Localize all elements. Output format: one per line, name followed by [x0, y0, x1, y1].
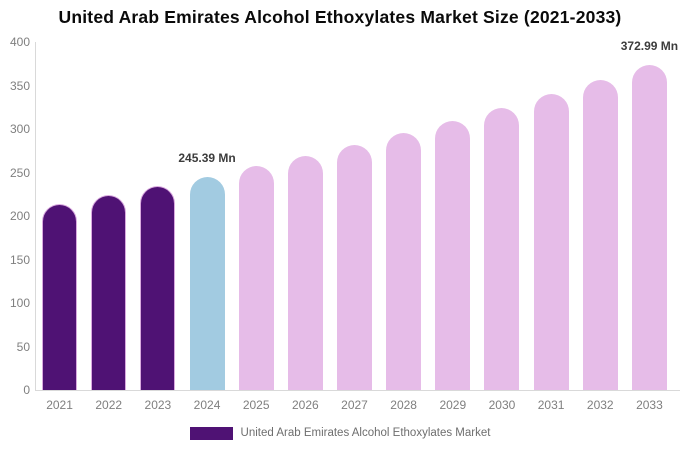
y-axis-label: 250: [9, 165, 30, 180]
x-axis-label: 2023: [144, 398, 172, 412]
bar-value-label-2033: 372.99 Mn: [620, 39, 679, 54]
y-axis-label: 200: [9, 209, 30, 223]
bar-value-label-2024: 245.39 Mn: [178, 150, 236, 165]
bar-2025[interactable]: [238, 166, 274, 390]
y-axis-label: 50: [16, 339, 30, 354]
y-axis-label: 400: [9, 35, 30, 49]
bar-2022[interactable]: [91, 195, 127, 390]
bar-2027[interactable]: [337, 144, 372, 390]
x-axis-label: 2032: [586, 398, 614, 412]
chart-title: United Arab Emirates Alcohol Ethoxylates…: [58, 7, 622, 27]
x-axis-label: 2021: [46, 398, 73, 412]
bar-2023[interactable]: [140, 186, 176, 390]
bar-2021[interactable]: [42, 204, 78, 390]
x-axis-label: 2025: [242, 398, 270, 412]
y-axis-label: 300: [9, 122, 30, 136]
legend-swatch: [189, 426, 233, 440]
bar-2024[interactable]: [189, 176, 225, 390]
bar-2029[interactable]: [435, 120, 471, 390]
x-axis-line: [35, 390, 680, 391]
y-axis-label: 350: [9, 78, 30, 93]
x-axis-label: 2030: [488, 398, 516, 412]
legend-label: United Arab Emirates Alcohol Ethoxylates…: [240, 427, 491, 439]
y-axis-line: [35, 42, 36, 390]
x-axis-label: 2027: [341, 398, 368, 412]
y-axis-label: 150: [9, 252, 30, 267]
bar-2028[interactable]: [386, 132, 422, 390]
x-axis-label: 2031: [537, 398, 565, 412]
bar-2030[interactable]: [484, 107, 520, 390]
x-axis-label: 2022: [95, 398, 123, 412]
y-axis-label: 100: [9, 296, 30, 310]
legend-item[interactable]: United Arab Emirates Alcohol Ethoxylates…: [189, 426, 491, 440]
y-axis-label: 0: [23, 383, 30, 397]
bar-2033[interactable]: [631, 65, 667, 390]
x-axis-label: 2024: [193, 398, 221, 412]
legend: United Arab Emirates Alcohol Ethoxylates…: [0, 426, 680, 440]
bar-2026[interactable]: [287, 155, 323, 390]
x-axis-label: 2028: [390, 398, 417, 412]
bar-2032[interactable]: [582, 80, 618, 390]
bar-2031[interactable]: [533, 94, 569, 390]
x-axis-label: 2026: [291, 398, 319, 412]
x-axis-label: 2033: [636, 398, 663, 412]
x-axis-label: 2029: [439, 398, 467, 412]
